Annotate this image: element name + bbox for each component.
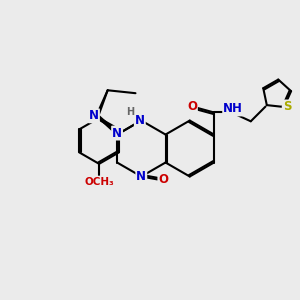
Text: OCH₃: OCH₃	[84, 176, 114, 187]
Text: O: O	[187, 100, 197, 113]
Text: N: N	[135, 114, 145, 127]
Text: N: N	[112, 127, 122, 140]
Text: N: N	[89, 109, 99, 122]
Text: H: H	[126, 107, 134, 117]
Text: O: O	[158, 173, 168, 186]
Text: S: S	[283, 100, 291, 113]
Text: NH: NH	[223, 102, 243, 116]
Text: N: N	[136, 170, 146, 183]
